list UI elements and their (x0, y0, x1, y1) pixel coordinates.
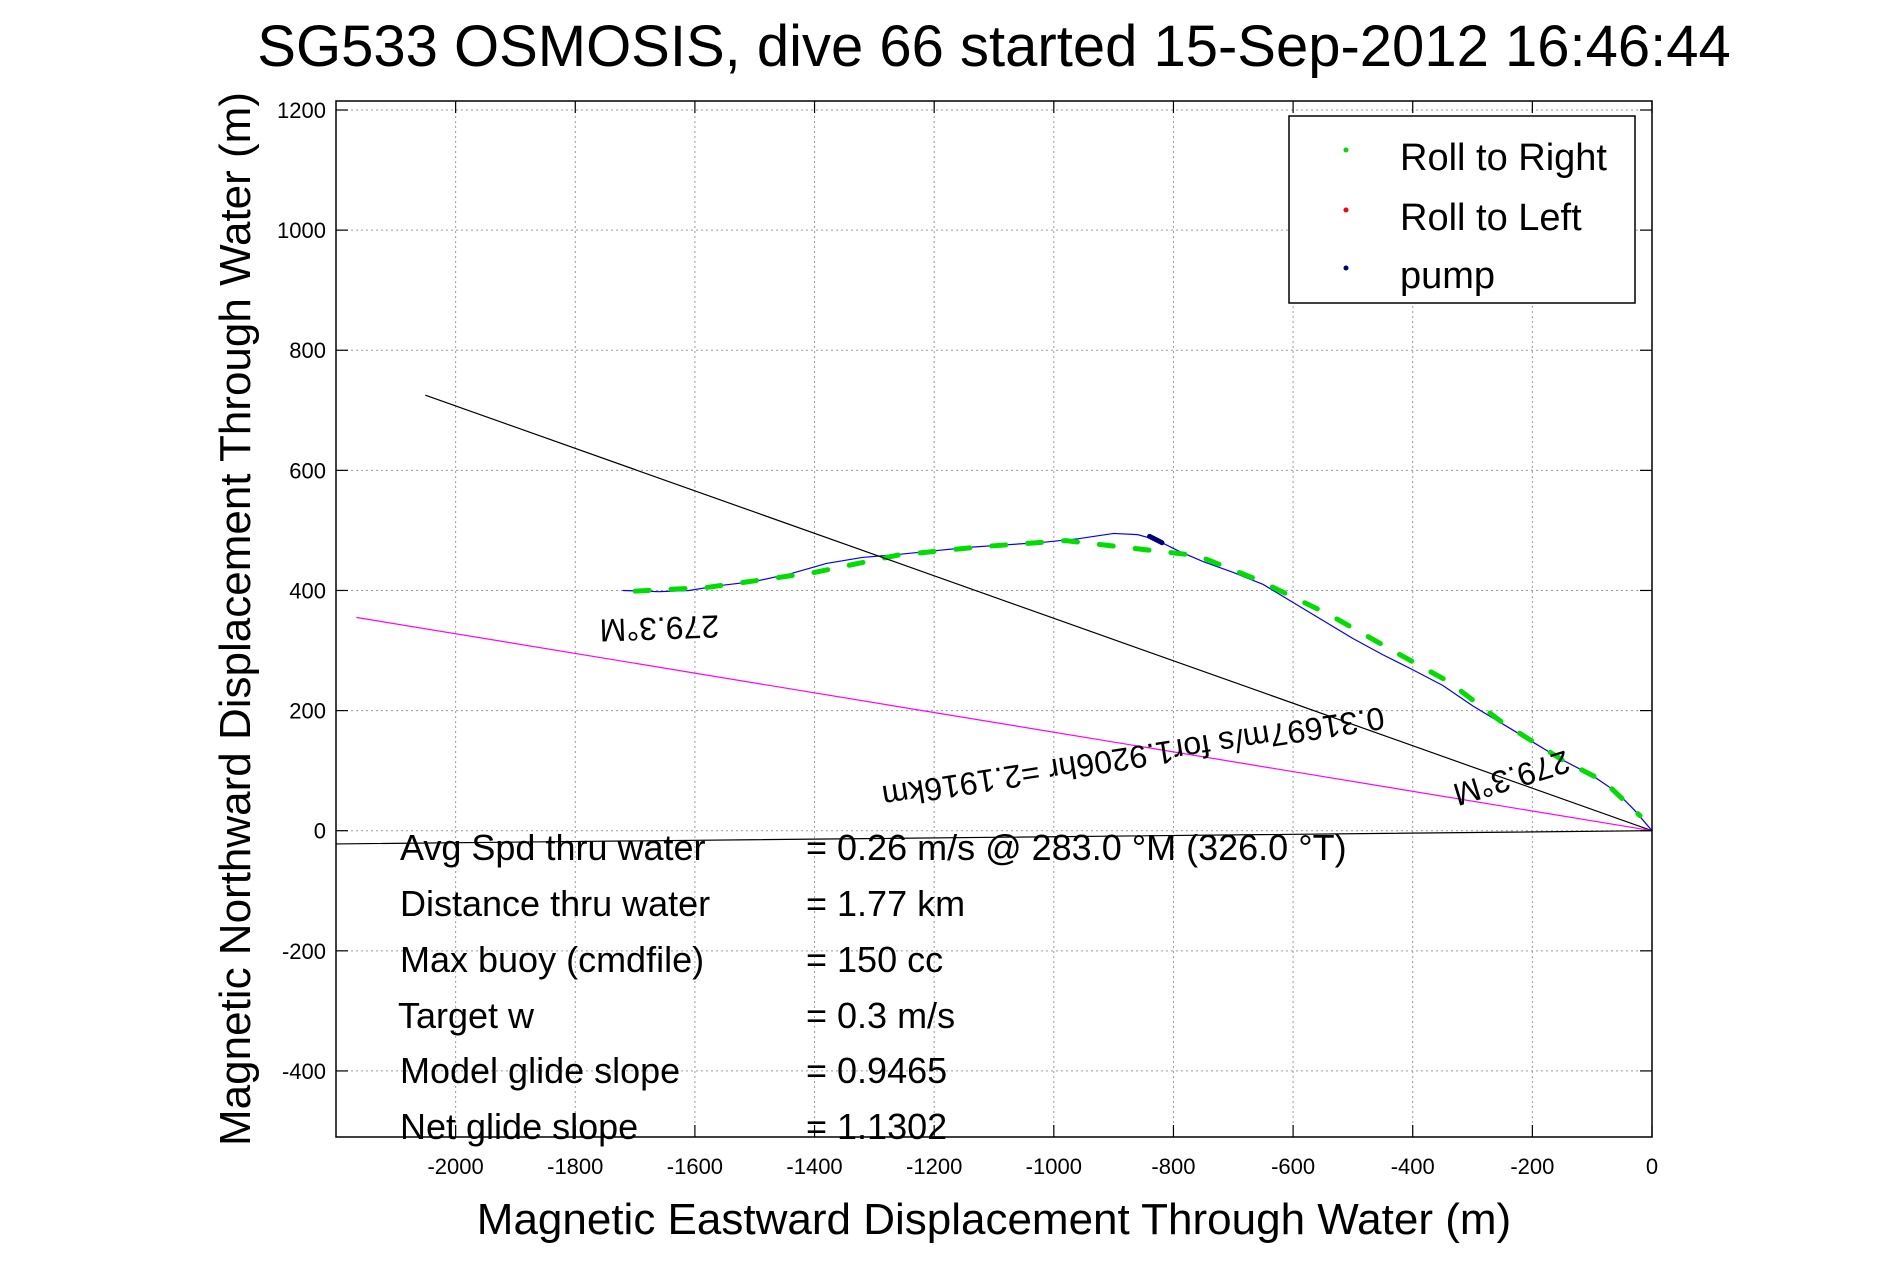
x-tick-label: -1400 (786, 1154, 842, 1179)
stat-value-net-glide: = 1.1302 (806, 1106, 947, 1147)
x-tick-label: -400 (1391, 1154, 1435, 1179)
x-tick-label: -200 (1510, 1154, 1554, 1179)
stat-label-avg-speed: Avg Spd thru water (400, 827, 706, 868)
y-tick-label: 1000 (277, 218, 326, 243)
y-tick-label: 1200 (277, 98, 326, 123)
stat-value-model-glide: = 0.9465 (806, 1050, 947, 1091)
series-line-4 (356, 616, 1653, 832)
x-tick-label: -1600 (667, 1154, 723, 1179)
x-tick-label: -1800 (547, 1154, 603, 1179)
x-axis-label: Magnetic Eastward Displacement Through W… (477, 1195, 1511, 1244)
series-line-3 (425, 394, 1653, 832)
legend-label-roll-right: Roll to Right (1400, 137, 1607, 179)
axis-ticks: -2000 -1800 -1600 -1400 -1200 -1000 -800 -600 -4… (277, 98, 1658, 1179)
x-tick-label: -1200 (906, 1154, 962, 1179)
stat-label-max-buoy: Max buoy (cmdfile) (400, 939, 704, 980)
legend-marker-roll-right (1343, 147, 1349, 153)
x-tick-label: -2000 (427, 1154, 483, 1179)
plot-frame (335, 100, 1653, 1138)
y-tick-label: 0 (314, 819, 326, 844)
series-line-5 (335, 830, 1653, 845)
legend-marker-roll-left (1343, 207, 1349, 213)
stat-value-max-buoy: = 150 cc (806, 939, 943, 980)
y-tick-label: 600 (289, 458, 326, 483)
y-tick-label: 400 (289, 578, 326, 603)
y-axis-label: Magnetic Northward Displacement Through … (211, 92, 260, 1146)
stat-label-model-glide: Model glide slope (400, 1050, 680, 1091)
data-series (335, 394, 1653, 845)
stat-value-avg-speed: = 0.26 m/s @ 283.0 °M (326.0 °T) (806, 827, 1347, 868)
x-tick-label: -600 (1271, 1154, 1315, 1179)
y-tick-label: 800 (289, 338, 326, 363)
x-tick-label: -800 (1151, 1154, 1195, 1179)
legend-label-pump: pump (1400, 255, 1495, 297)
legend-marker-pump (1343, 265, 1349, 271)
y-tick-label: -200 (282, 939, 326, 964)
stats-block: Avg Spd thru water = 0.26 m/s @ 283.0 °M… (398, 827, 1347, 1147)
stat-label-target-w: Target w (398, 995, 535, 1036)
annotation-label-0: 279.3°M (599, 608, 720, 648)
stat-value-target-w: = 0.3 m/s (806, 995, 955, 1036)
series-pump (1147, 533, 1176, 553)
chart-title: SG533 OSMOSIS, dive 66 started 15-Sep-20… (257, 14, 1730, 79)
stat-value-distance: = 1.77 km (806, 883, 965, 924)
y-tick-label: -400 (282, 1059, 326, 1084)
y-tick-label: 200 (289, 699, 326, 724)
legend-label-roll-left: Roll to Left (1400, 197, 1582, 239)
x-tick-label: 0 (1646, 1154, 1658, 1179)
legend: Roll to Right Roll to Left pump (1288, 115, 1636, 304)
x-tick-label: -1000 (1026, 1154, 1082, 1179)
stat-label-net-glide: Net glide slope (400, 1106, 638, 1147)
stat-label-distance: Distance thru water (400, 883, 710, 924)
